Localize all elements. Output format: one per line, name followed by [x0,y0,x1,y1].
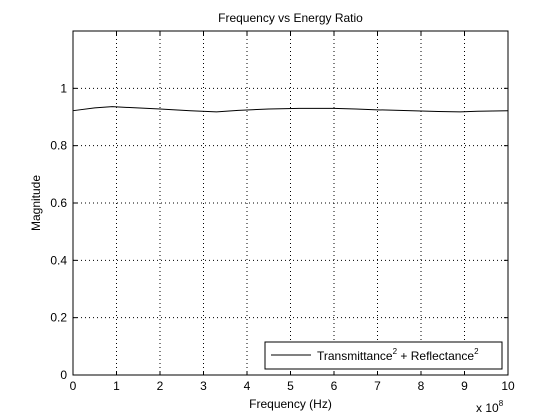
tick-labels: 0 1 2 3 4 5 6 7 8 9 10 0 0.2 0.4 0.6 0.8 1 [50,81,515,393]
series-line [72,106,509,113]
grid [73,31,508,375]
legend-entry-sep: + [397,349,411,363]
x-tick-label: 9 [461,379,468,393]
legend-entry-part-a-exp: 2 [393,347,398,356]
y-tick-label: 0.2 [50,311,67,325]
legend: Transmittance2 + Reflectance2 [264,341,503,370]
x-tick-label: 10 [501,379,515,393]
x-tick-label: 1 [113,379,120,393]
x-tick-label: 4 [244,379,251,393]
x-tick-label: 0 [70,379,77,393]
x-tick-label: 3 [200,379,207,393]
x-tick-label: 2 [157,379,164,393]
y-tick-label: 1 [60,81,67,95]
x-tick-label: 6 [331,379,338,393]
y-axis-label: Magnitude [29,175,43,231]
legend-entry-part-a: Transmittance [317,349,393,363]
legend-entry-part-b: Reflectance [411,349,475,363]
y-tick-label: 0 [60,368,67,382]
x-tick-label: 5 [287,379,294,393]
series-layer [72,106,509,113]
ticks [72,31,509,376]
chart-title: Frequency vs Energy Ratio [218,11,363,25]
x-tick-label: 7 [374,379,381,393]
y-tick-label: 0.6 [50,196,67,210]
x-tick-label: 8 [418,379,425,393]
x-axis-multiplier-base: x 10 [476,401,499,415]
x-axis-multiplier-exponent: 8 [499,399,504,408]
y-tick-label: 0.4 [50,253,67,267]
y-tick-label: 0.8 [50,139,67,153]
legend-entry: Transmittance2 + Reflectance2 [317,347,479,363]
legend-entry-part-b-exp: 2 [474,347,479,356]
x-axis-multiplier: x 108 [476,399,504,415]
x-axis-label: Frequency (Hz) [249,397,332,411]
